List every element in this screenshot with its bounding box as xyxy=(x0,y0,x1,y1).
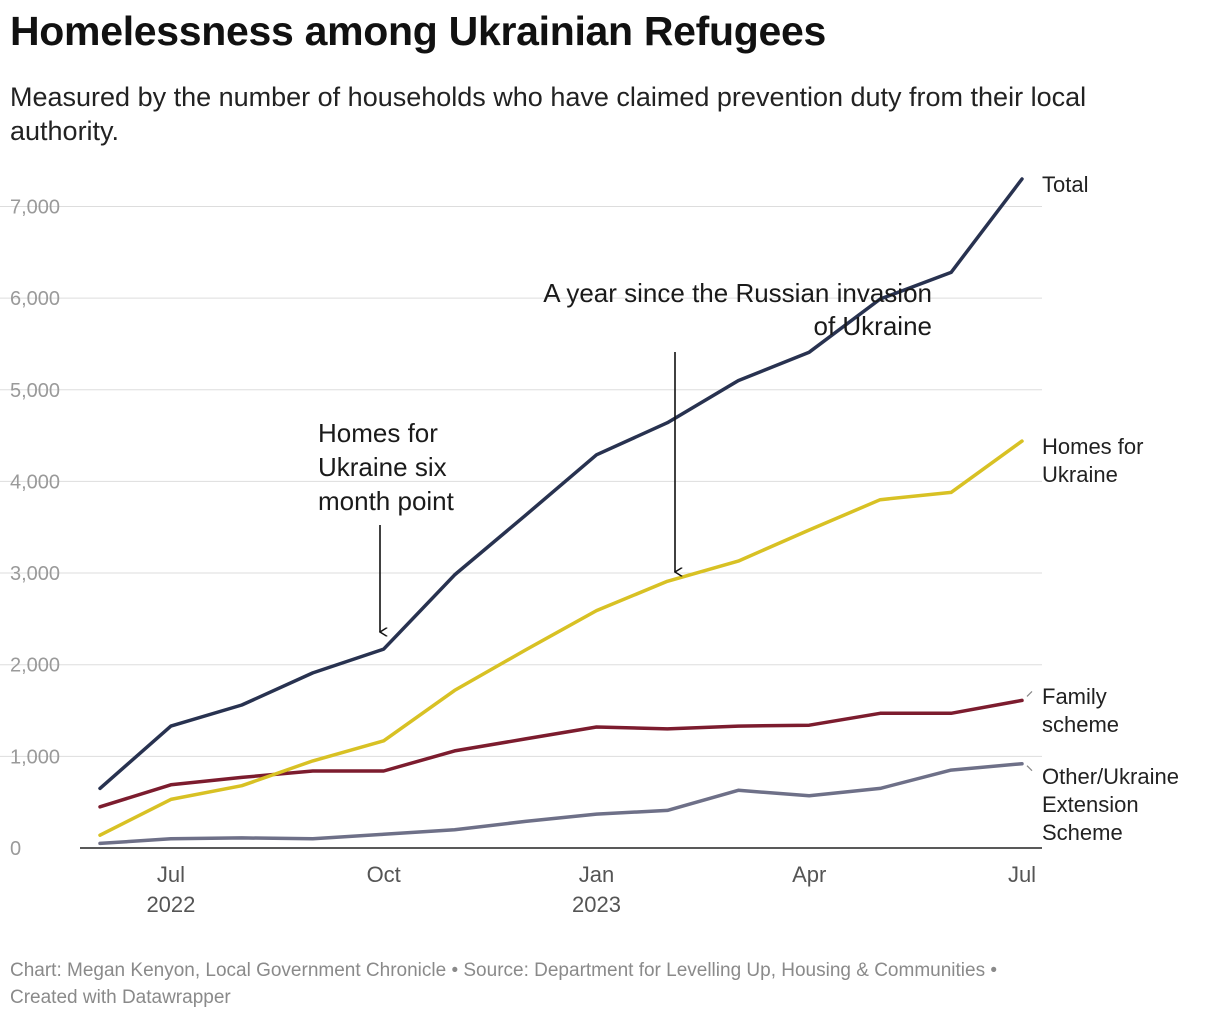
annotation-text-hfu-six-month: Homes for xyxy=(318,418,438,448)
x-tick-label: Jul xyxy=(1008,862,1036,887)
y-tick-label: 7,000 xyxy=(10,196,60,218)
chart-subtitle: Measured by the number of households who… xyxy=(10,82,1087,146)
series-label-homes-for-ukraine: Ukraine xyxy=(1042,462,1118,487)
footer-credit: Chart: Megan Kenyon, Local Government Ch… xyxy=(10,960,997,981)
label-connector xyxy=(1026,765,1033,772)
y-tick-label: 6,000 xyxy=(10,288,60,310)
chart-footer: Chart: Megan Kenyon, Local Government Ch… xyxy=(10,957,1190,1011)
x-tick-year-label: 2022 xyxy=(146,892,195,917)
y-tick-label: 3,000 xyxy=(10,563,60,585)
series-line-homes-for-ukraine xyxy=(98,439,1024,837)
y-tick-label: 0 xyxy=(10,838,21,860)
chart-title: Homelessness among Ukrainian Refugees xyxy=(10,8,827,54)
series-labels: Total Homes for Ukraine Family scheme Other/U… xyxy=(1026,172,1179,845)
y-tick-label: 4,000 xyxy=(10,471,60,493)
series-label-total: Total xyxy=(1042,172,1088,197)
gridlines xyxy=(0,205,1042,849)
series-label-family-scheme: scheme xyxy=(1042,712,1119,737)
series-label-homes-for-ukraine: Homes for xyxy=(1042,434,1143,459)
footer-tool: Created with Datawrapper xyxy=(10,987,231,1008)
y-tick-label: 1,000 xyxy=(10,746,60,768)
x-tick-year-label: 2023 xyxy=(572,892,621,917)
series-label-other: Extension xyxy=(1042,792,1139,817)
y-tick-label: 2,000 xyxy=(10,655,60,677)
y-axis-ticks: 0 1,000 2,000 3,000 4,000 5,000 6,000 7,000 xyxy=(10,196,60,860)
series-line-family-scheme xyxy=(98,698,1024,809)
series-label-other: Scheme xyxy=(1042,820,1123,845)
annotations: Homes for Ukraine six month point A year si… xyxy=(318,278,932,632)
label-connector xyxy=(1026,691,1033,697)
annotation-text-invasion-year: of Ukraine xyxy=(814,311,933,341)
x-axis-ticks: Jul 2022 Oct Jan 2023 Apr Jul xyxy=(146,862,1036,917)
series-label-family-scheme: Family xyxy=(1042,684,1107,709)
y-tick-label: 5,000 xyxy=(10,380,60,402)
annotation-text-hfu-six-month: month point xyxy=(318,486,455,516)
series-line-total xyxy=(98,177,1024,791)
series-label-other: Other/Ukraine xyxy=(1042,764,1179,789)
series-lines xyxy=(98,177,1024,846)
series-line-other xyxy=(98,761,1024,846)
x-tick-label: Jan xyxy=(579,862,614,887)
x-tick-label: Apr xyxy=(792,862,826,887)
x-tick-label: Jul xyxy=(157,862,185,887)
annotation-text-invasion-year: A year since the Russian invasion xyxy=(543,278,932,308)
x-tick-label: Oct xyxy=(367,862,401,887)
annotation-text-hfu-six-month: Ukraine six xyxy=(318,452,447,482)
